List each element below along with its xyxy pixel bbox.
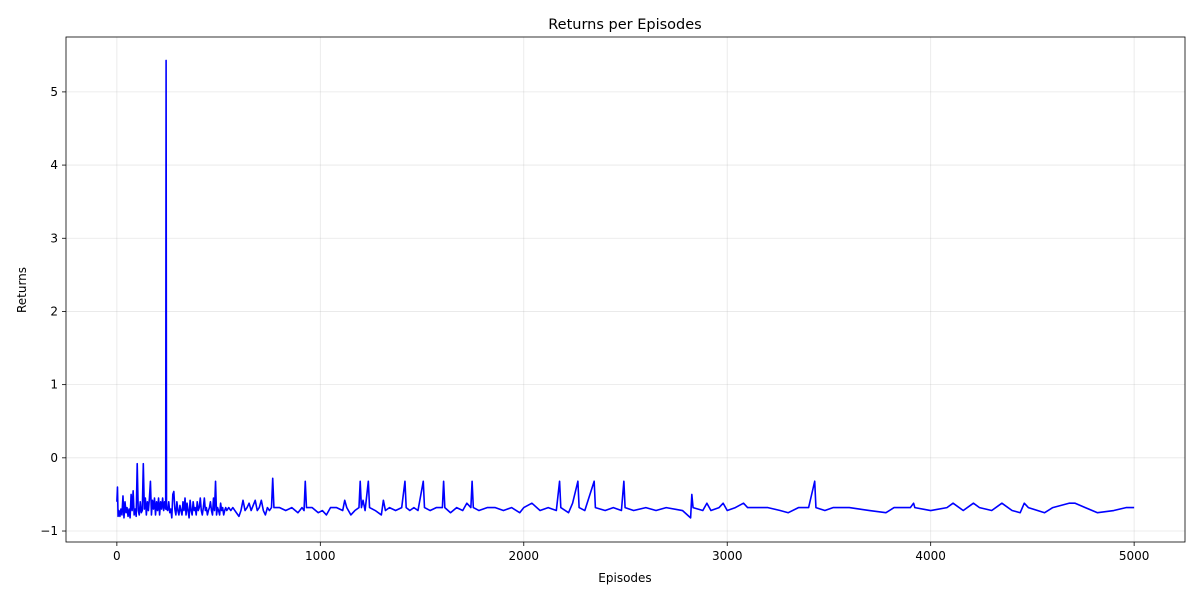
x-tick-label: 2000	[508, 549, 539, 563]
y-axis-ticks: −1 0 1 2 3 4 5	[40, 85, 66, 538]
y-tick-label: −1	[40, 524, 58, 538]
grid	[66, 37, 1185, 542]
x-tick-label: 1000	[305, 549, 336, 563]
y-axis-label: Returns	[15, 267, 29, 313]
series-line-0	[116, 59, 1135, 519]
y-tick-label: 3	[50, 231, 58, 245]
x-axis-ticks: 0 1000 2000 3000 4000 5000	[113, 542, 1149, 563]
axes-frame	[65, 36, 1186, 543]
y-tick-label: 1	[50, 378, 58, 392]
chart-title: Returns per Episodes	[548, 17, 701, 33]
x-axis-label: Episodes	[598, 571, 651, 585]
y-tick-label: 2	[50, 304, 58, 318]
y-tick-label: 5	[50, 85, 58, 99]
y-tick-label: 0	[50, 451, 58, 465]
x-tick-label: 4000	[915, 549, 946, 563]
x-tick-label: 3000	[712, 549, 743, 563]
y-tick-label: 4	[50, 158, 58, 172]
x-tick-label: 0	[113, 549, 121, 563]
x-tick-label: 5000	[1119, 549, 1150, 563]
plot-area	[116, 59, 1135, 519]
